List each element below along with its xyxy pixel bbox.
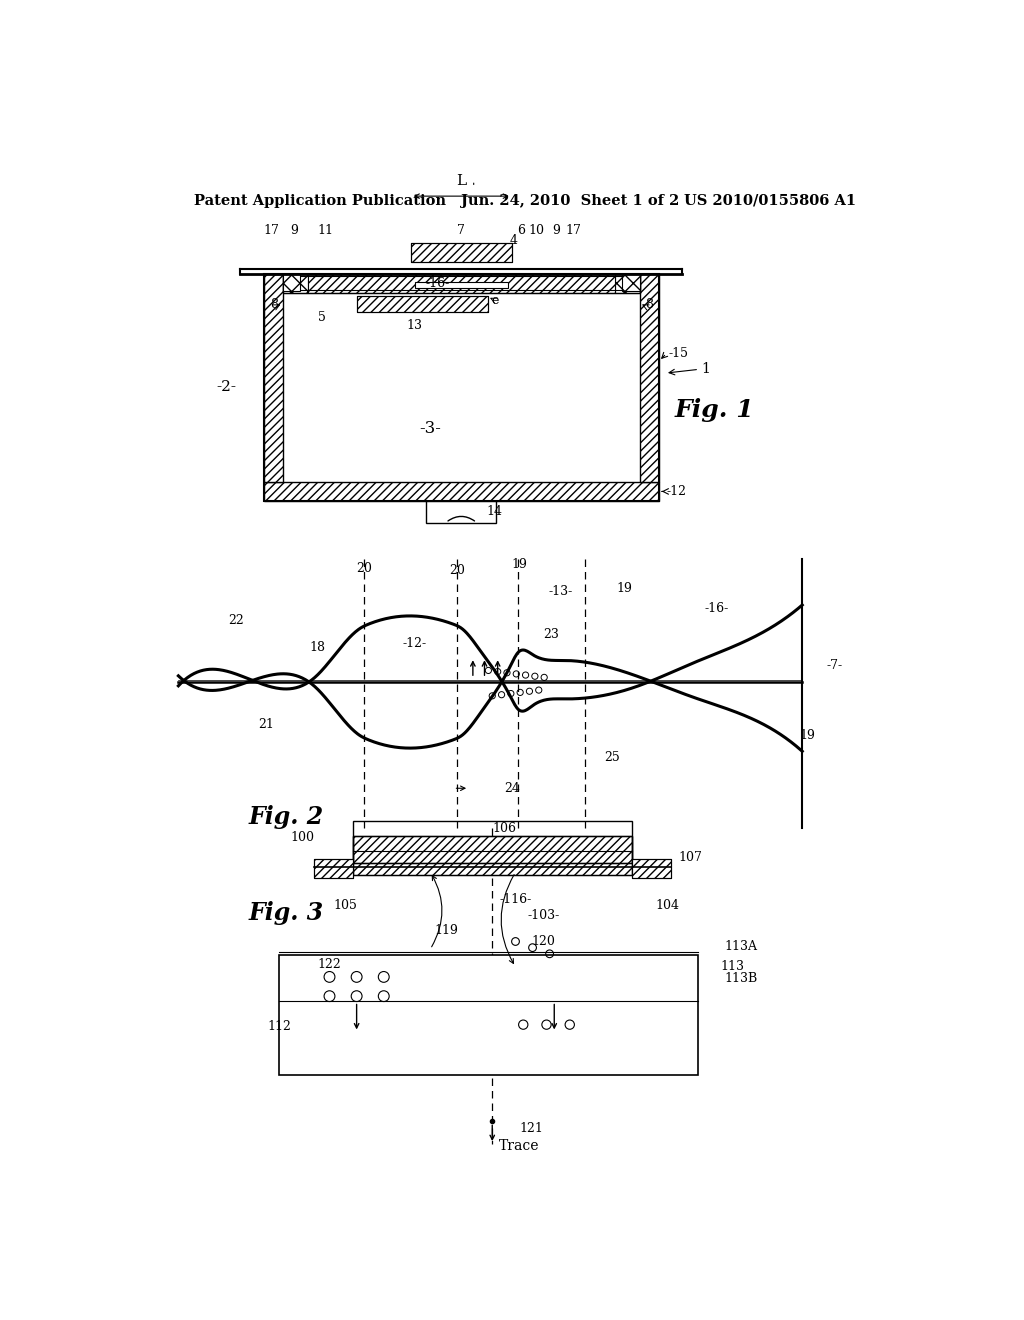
Text: 18: 18 bbox=[310, 640, 326, 653]
Text: 24: 24 bbox=[505, 781, 520, 795]
Bar bbox=[287, 276, 636, 290]
Text: Patent Application Publication: Patent Application Publication bbox=[194, 194, 445, 207]
Text: 25: 25 bbox=[604, 751, 621, 764]
Bar bbox=[352, 842, 632, 853]
Text: 23: 23 bbox=[543, 628, 559, 640]
Bar bbox=[356, 296, 488, 312]
Bar bbox=[352, 836, 632, 863]
Text: -116-: -116- bbox=[500, 894, 532, 907]
Text: 8: 8 bbox=[645, 298, 653, 312]
Bar bbox=[314, 859, 352, 878]
Bar bbox=[287, 276, 636, 290]
Text: -3-: -3- bbox=[419, 420, 441, 437]
Text: 5: 5 bbox=[317, 310, 326, 323]
Text: 20: 20 bbox=[450, 564, 465, 577]
Text: 9: 9 bbox=[553, 223, 560, 236]
Text: -12-: -12- bbox=[402, 638, 427, 649]
Bar bbox=[640, 275, 658, 482]
Bar bbox=[614, 275, 640, 293]
Text: -103-: -103- bbox=[527, 908, 559, 921]
Text: 9: 9 bbox=[291, 223, 299, 236]
Text: 100: 100 bbox=[291, 832, 314, 843]
Text: Fig. 2: Fig. 2 bbox=[248, 805, 324, 829]
Bar bbox=[411, 243, 512, 263]
Bar bbox=[283, 275, 300, 290]
Text: 13: 13 bbox=[407, 319, 423, 333]
Text: 20: 20 bbox=[356, 561, 373, 574]
Text: -2-: -2- bbox=[216, 380, 237, 395]
Text: 6: 6 bbox=[517, 223, 525, 236]
Text: 4: 4 bbox=[509, 234, 517, 247]
Text: 19: 19 bbox=[799, 730, 815, 742]
Bar bbox=[632, 859, 671, 878]
Text: 113B: 113B bbox=[725, 972, 758, 985]
Text: Fig. 1: Fig. 1 bbox=[675, 399, 754, 422]
Bar bbox=[283, 275, 640, 293]
Bar bbox=[280, 956, 697, 1074]
Bar bbox=[623, 275, 640, 290]
Text: 107: 107 bbox=[678, 851, 702, 865]
Bar bbox=[263, 482, 658, 502]
Bar bbox=[352, 821, 632, 875]
Text: L: L bbox=[456, 174, 466, 189]
Text: 104: 104 bbox=[655, 899, 679, 912]
Text: Fig. 3: Fig. 3 bbox=[248, 902, 324, 925]
Bar bbox=[263, 275, 283, 482]
Text: 7: 7 bbox=[458, 223, 465, 236]
Bar bbox=[415, 281, 508, 288]
Text: -7-: -7- bbox=[826, 659, 843, 672]
Bar bbox=[314, 859, 352, 878]
Text: 22: 22 bbox=[228, 614, 245, 627]
Text: -15: -15 bbox=[669, 347, 688, 360]
Text: 120: 120 bbox=[531, 935, 555, 948]
Text: 17: 17 bbox=[263, 223, 280, 236]
Text: 1: 1 bbox=[701, 362, 711, 376]
Text: Trace: Trace bbox=[499, 1139, 539, 1152]
Text: 8: 8 bbox=[269, 298, 278, 312]
Text: Jun. 24, 2010  Sheet 1 of 2: Jun. 24, 2010 Sheet 1 of 2 bbox=[461, 194, 680, 207]
Bar bbox=[263, 275, 658, 502]
Text: e: e bbox=[490, 293, 499, 306]
Bar bbox=[352, 853, 632, 875]
Text: -16-: -16- bbox=[426, 277, 451, 289]
Text: 113A: 113A bbox=[725, 940, 758, 953]
Text: 14: 14 bbox=[486, 506, 502, 519]
Text: 122: 122 bbox=[317, 958, 342, 972]
Bar bbox=[426, 502, 496, 523]
Text: 112: 112 bbox=[267, 1020, 292, 1034]
Text: 106: 106 bbox=[493, 822, 516, 834]
Bar bbox=[352, 836, 632, 863]
Text: US 2010/0155806 A1: US 2010/0155806 A1 bbox=[684, 194, 856, 207]
Text: 21: 21 bbox=[258, 718, 273, 731]
Text: 17: 17 bbox=[565, 223, 582, 236]
Bar bbox=[411, 243, 512, 263]
Bar bbox=[356, 296, 488, 312]
Text: 11: 11 bbox=[317, 223, 334, 236]
Bar bbox=[632, 859, 671, 878]
Text: 10: 10 bbox=[528, 223, 545, 236]
Text: 119: 119 bbox=[434, 924, 458, 937]
Text: 19: 19 bbox=[511, 558, 527, 572]
Text: 121: 121 bbox=[519, 1122, 544, 1135]
Text: 105: 105 bbox=[334, 899, 357, 912]
Text: 19: 19 bbox=[616, 582, 632, 594]
Bar bbox=[283, 275, 308, 293]
Text: -16-: -16- bbox=[705, 602, 729, 615]
Text: -13-: -13- bbox=[548, 585, 572, 598]
Text: 113: 113 bbox=[721, 961, 744, 973]
Text: -12: -12 bbox=[667, 484, 687, 498]
Bar bbox=[308, 275, 614, 293]
